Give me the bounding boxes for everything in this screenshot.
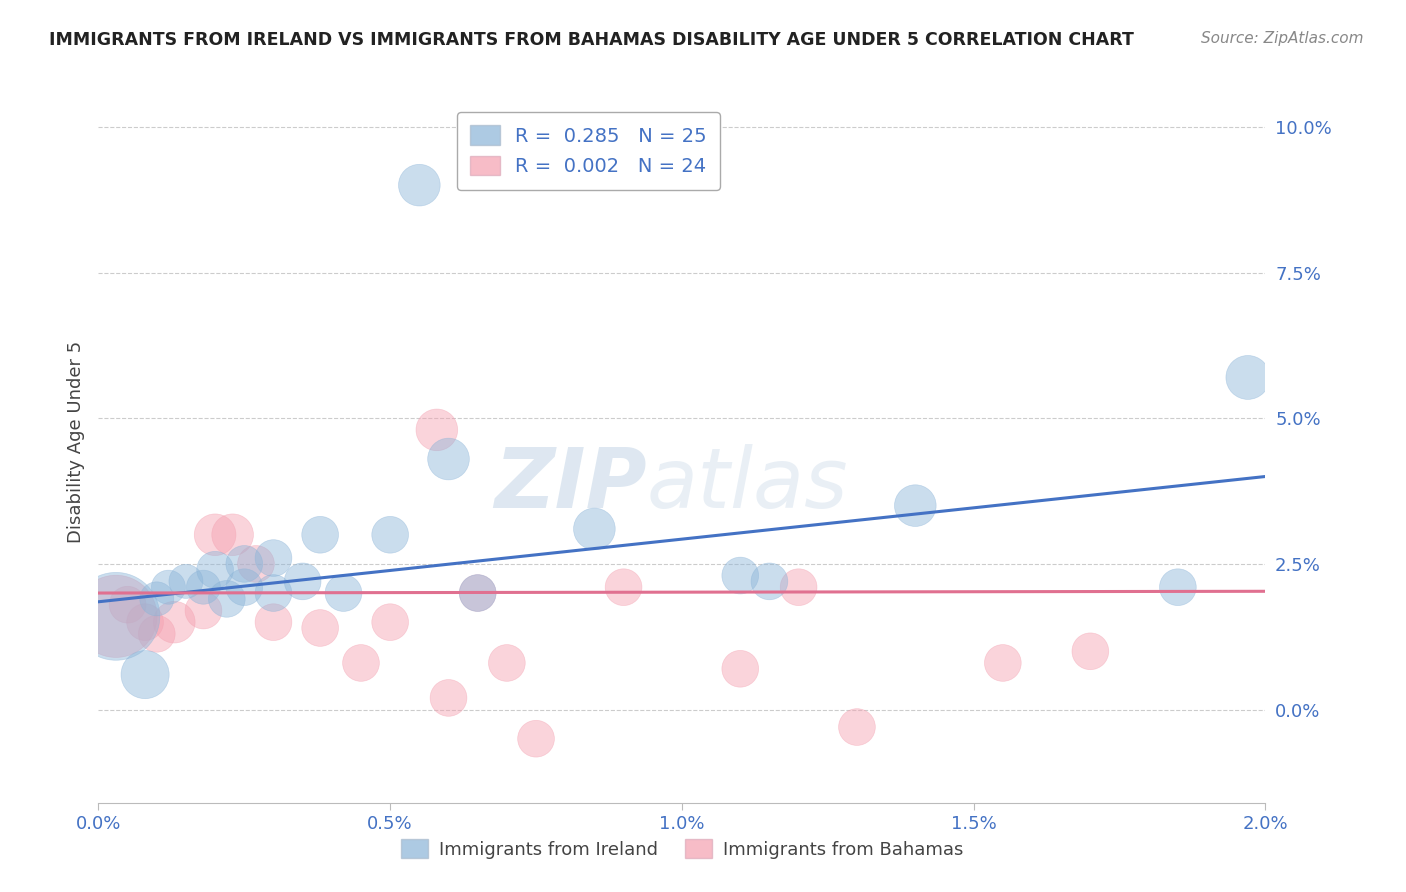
Y-axis label: Disability Age Under 5: Disability Age Under 5	[66, 341, 84, 542]
Point	[204, 563, 226, 577]
Point	[991, 656, 1014, 670]
Point	[904, 499, 927, 513]
Point	[134, 667, 156, 681]
Point	[157, 580, 180, 594]
Point	[467, 586, 489, 600]
Point	[467, 586, 489, 600]
Point	[496, 656, 519, 670]
Point	[309, 528, 332, 542]
Point	[262, 615, 284, 630]
Point	[309, 621, 332, 635]
Point	[245, 557, 267, 571]
Point	[730, 662, 752, 676]
Point	[1237, 370, 1260, 384]
Point	[1080, 644, 1102, 658]
Point	[146, 591, 169, 606]
Point	[233, 557, 256, 571]
Point	[845, 720, 868, 734]
Legend: Immigrants from Ireland, Immigrants from Bahamas: Immigrants from Ireland, Immigrants from…	[394, 832, 970, 866]
Point	[380, 528, 402, 542]
Point	[380, 615, 402, 630]
Point	[332, 586, 354, 600]
Point	[204, 528, 226, 542]
Point	[437, 690, 460, 705]
Point	[262, 586, 284, 600]
Point	[730, 568, 752, 582]
Point	[787, 580, 810, 594]
Point	[193, 603, 215, 617]
Point	[524, 731, 547, 746]
Point	[291, 574, 314, 589]
Point	[262, 551, 284, 566]
Text: IMMIGRANTS FROM IRELAND VS IMMIGRANTS FROM BAHAMAS DISABILITY AGE UNDER 5 CORREL: IMMIGRANTS FROM IRELAND VS IMMIGRANTS FR…	[49, 31, 1135, 49]
Text: atlas: atlas	[647, 444, 849, 525]
Point	[233, 580, 256, 594]
Point	[408, 178, 430, 193]
Point	[350, 656, 373, 670]
Text: ZIP: ZIP	[495, 444, 647, 525]
Point	[215, 591, 238, 606]
Text: Source: ZipAtlas.com: Source: ZipAtlas.com	[1201, 31, 1364, 46]
Point	[221, 528, 243, 542]
Point	[437, 452, 460, 467]
Point	[1167, 580, 1189, 594]
Point	[117, 598, 139, 612]
Point	[583, 522, 606, 536]
Point	[758, 574, 780, 589]
Point	[612, 580, 634, 594]
Point	[134, 615, 156, 630]
Point	[426, 423, 449, 437]
Point	[104, 609, 127, 624]
Point	[174, 574, 197, 589]
Point	[163, 615, 186, 630]
Point	[193, 580, 215, 594]
Point	[104, 609, 127, 624]
Point	[146, 627, 169, 641]
